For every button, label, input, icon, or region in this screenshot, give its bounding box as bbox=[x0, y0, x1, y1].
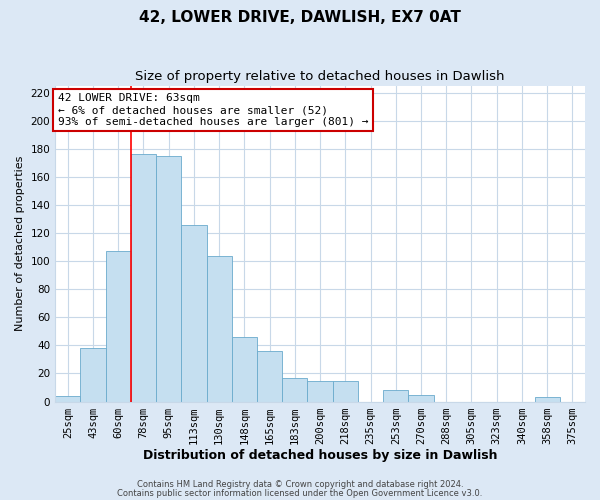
Title: Size of property relative to detached houses in Dawlish: Size of property relative to detached ho… bbox=[136, 70, 505, 83]
Bar bbox=[232, 337, 257, 402]
Bar bbox=[80, 348, 106, 402]
Bar bbox=[55, 396, 80, 402]
Bar bbox=[181, 224, 206, 402]
Bar bbox=[106, 252, 131, 402]
Bar bbox=[409, 394, 434, 402]
Text: Contains public sector information licensed under the Open Government Licence v3: Contains public sector information licen… bbox=[118, 488, 482, 498]
X-axis label: Distribution of detached houses by size in Dawlish: Distribution of detached houses by size … bbox=[143, 450, 497, 462]
Text: 42 LOWER DRIVE: 63sqm
← 6% of detached houses are smaller (52)
93% of semi-detac: 42 LOWER DRIVE: 63sqm ← 6% of detached h… bbox=[58, 94, 368, 126]
Bar bbox=[282, 378, 307, 402]
Bar bbox=[535, 398, 560, 402]
Bar bbox=[383, 390, 409, 402]
Bar bbox=[332, 380, 358, 402]
Bar bbox=[206, 256, 232, 402]
Y-axis label: Number of detached properties: Number of detached properties bbox=[15, 156, 25, 332]
Bar bbox=[307, 380, 332, 402]
Bar bbox=[156, 156, 181, 402]
Bar bbox=[131, 154, 156, 402]
Text: 42, LOWER DRIVE, DAWLISH, EX7 0AT: 42, LOWER DRIVE, DAWLISH, EX7 0AT bbox=[139, 10, 461, 25]
Bar bbox=[257, 351, 282, 402]
Text: Contains HM Land Registry data © Crown copyright and database right 2024.: Contains HM Land Registry data © Crown c… bbox=[137, 480, 463, 489]
